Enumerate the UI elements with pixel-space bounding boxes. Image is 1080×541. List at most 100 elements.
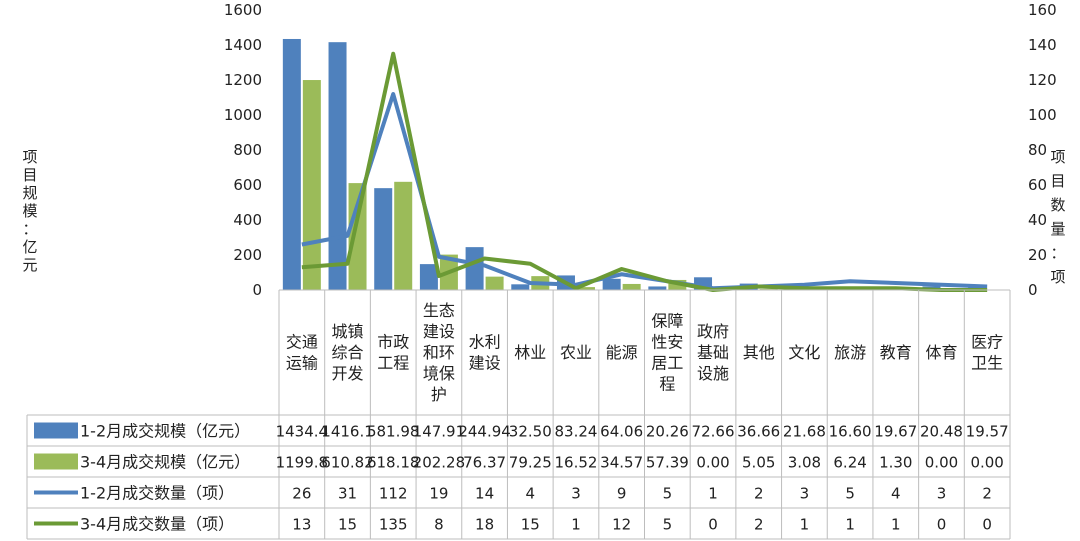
table-cell-value: 76.37 (463, 454, 506, 472)
category-label: 程 (659, 375, 675, 394)
bar-series-2 (576, 287, 595, 290)
y-right-axis-label-char: 目 (1050, 172, 1065, 190)
table-cell-value: 57.39 (646, 454, 689, 472)
table-cell-value: 5 (663, 516, 673, 534)
legend-key-bar (34, 422, 78, 439)
table-cell-value: 72.66 (692, 423, 735, 441)
table-cell-value: 5 (663, 485, 673, 503)
line-series-2 (301, 51, 988, 292)
bar-series-2 (302, 80, 321, 290)
legend-row-label: 1-2月成交数量（项） (80, 484, 234, 503)
bar-series-1 (328, 42, 347, 291)
table-cell-value: 1 (571, 516, 581, 534)
y-right-tick-label: 160 (1028, 1, 1057, 19)
table-cell-value: 1199.8 (276, 454, 329, 472)
category-label: 和环 (423, 343, 455, 362)
table-cell-value: 31 (338, 485, 357, 503)
y-left-tick-label: 800 (233, 141, 262, 159)
category-label: 综合 (332, 343, 364, 362)
category-label: 教育 (880, 343, 912, 362)
table-cell-value: 18 (475, 516, 494, 534)
table-cell-value: 3 (571, 485, 581, 503)
y-left-tick-label: 400 (233, 211, 262, 229)
table-cell-value: 6.24 (833, 454, 866, 472)
y-left-tick-label: 1400 (224, 36, 262, 54)
table-cell-value: 16.52 (554, 454, 597, 472)
table-cell-value: 19.57 (966, 423, 1009, 441)
y-left-axis-label-char: 模 (22, 202, 37, 220)
y-right-tick-label: 40 (1028, 211, 1047, 229)
table-cell-value: 610.82 (321, 454, 374, 472)
category-label: 开发 (332, 364, 364, 383)
table-cell-value: 2 (754, 485, 764, 503)
bar-series-2 (394, 181, 413, 290)
y-right-tick-label: 80 (1028, 141, 1047, 159)
category-label: 其他 (743, 343, 775, 362)
y-right-axis-label-char: 项 (1050, 268, 1065, 286)
table-cell-value: 5.05 (742, 454, 775, 472)
table-cell-value: 1 (891, 516, 901, 534)
table-cell-value: 0.00 (970, 454, 1003, 472)
y-right-axis-label-char: 项 (1050, 148, 1065, 166)
bar-series-2 (485, 276, 504, 290)
y-right-tick-label: 120 (1028, 71, 1057, 89)
table-cell-value: 135 (379, 516, 408, 534)
table-cell-value: 2 (754, 516, 764, 534)
table-cell-value: 14 (475, 485, 494, 503)
y-left-tick-label: 1000 (224, 106, 262, 124)
legend-key-bar (34, 453, 78, 470)
y-left-tick-label: 0 (252, 281, 262, 299)
table-cell-value: 0.00 (925, 454, 958, 472)
category-label: 林业 (514, 343, 546, 362)
table-cell-value: 618.18 (367, 454, 420, 472)
table-cell-value: 0.00 (696, 454, 729, 472)
category-label: 政府 (697, 322, 729, 341)
table-cell-value: 244.94 (458, 423, 511, 441)
table-cell-value: 19 (429, 485, 448, 503)
y-left-axis-label-char: 元 (22, 256, 37, 274)
table-cell-value: 26 (292, 485, 311, 503)
y-left-tick-label: 1600 (224, 1, 262, 19)
table-cell-value: 32.50 (509, 423, 552, 441)
table-cell-value: 83.24 (554, 423, 597, 441)
category-label: 工程 (377, 354, 409, 373)
legend-row-label: 3-4月成交规模（亿元） (80, 453, 250, 472)
category-label: 保障 (651, 312, 683, 331)
table-cell-value: 2 (982, 485, 992, 503)
table-cell-value: 1434.4 (276, 423, 329, 441)
table-cell-value: 112 (379, 485, 408, 503)
line-series-1 (301, 92, 988, 291)
category-label: 旅游 (834, 343, 866, 362)
y-right-tick-label: 60 (1028, 176, 1047, 194)
category-label: 体育 (925, 343, 957, 362)
table-cell-value: 34.57 (600, 454, 643, 472)
category-label: 生态 (423, 301, 455, 320)
category-label: 居工 (651, 354, 683, 373)
table-cell-value: 1416.1 (321, 423, 374, 441)
category-label: 水利 (469, 333, 501, 352)
category-label: 能源 (606, 343, 638, 362)
bar-series-1 (282, 38, 301, 291)
y-right-axis-label-char: ： (1050, 244, 1065, 262)
table-cell-value: 20.48 (920, 423, 963, 441)
table-cell-value: 12 (612, 516, 631, 534)
y-left-axis-label-char: 亿 (22, 238, 37, 256)
bar-series-1 (511, 284, 530, 290)
table-cell-value: 64.06 (600, 423, 643, 441)
bar-series-2 (348, 183, 367, 290)
y-left-tick-label: 600 (233, 176, 262, 194)
bar-series-1 (602, 278, 621, 290)
table-cell-value: 0 (982, 516, 992, 534)
table-cell-value: 79.25 (509, 454, 552, 472)
category-label: 卫生 (971, 354, 1003, 373)
table-cell-value: 147.91 (413, 423, 466, 441)
table-cell-value: 21.68 (783, 423, 826, 441)
table-cell-value: 19.67 (874, 423, 917, 441)
table-cell-value: 4 (891, 485, 901, 503)
y-right-tick-label: 0 (1028, 281, 1038, 299)
y-right-axis-label-char: 量 (1050, 220, 1065, 238)
table-cell-value: 13 (292, 516, 311, 534)
bar-series-1 (419, 264, 438, 290)
table-cell-value: 9 (617, 485, 627, 503)
category-label: 运输 (286, 354, 318, 373)
